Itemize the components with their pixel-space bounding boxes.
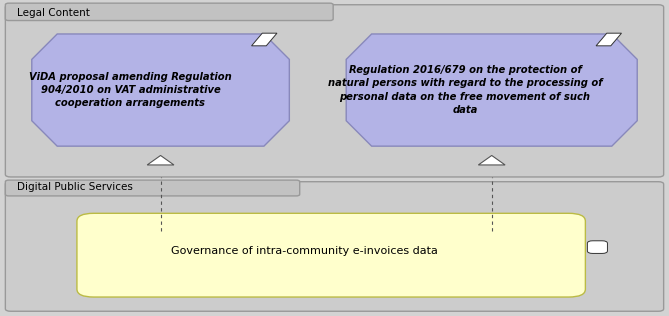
Polygon shape [347, 34, 637, 146]
FancyBboxPatch shape [5, 180, 300, 196]
Text: Legal Content: Legal Content [17, 8, 90, 18]
Text: ViDA proposal amending Regulation
904/2010 on VAT administrative
cooperation arr: ViDA proposal amending Regulation 904/20… [29, 72, 232, 108]
FancyBboxPatch shape [587, 241, 607, 253]
Text: Digital Public Services: Digital Public Services [17, 182, 132, 192]
FancyBboxPatch shape [5, 182, 664, 311]
Polygon shape [596, 33, 622, 46]
Polygon shape [478, 155, 505, 165]
Text: Governance of intra-community e-invoices data: Governance of intra-community e-invoices… [171, 246, 438, 256]
FancyBboxPatch shape [5, 5, 664, 177]
Polygon shape [31, 34, 289, 146]
Polygon shape [147, 155, 174, 165]
Polygon shape [252, 33, 277, 46]
FancyBboxPatch shape [77, 213, 585, 297]
FancyBboxPatch shape [5, 3, 333, 21]
Text: Regulation 2016/679 on the protection of
natural persons with regard to the proc: Regulation 2016/679 on the protection of… [328, 65, 602, 115]
